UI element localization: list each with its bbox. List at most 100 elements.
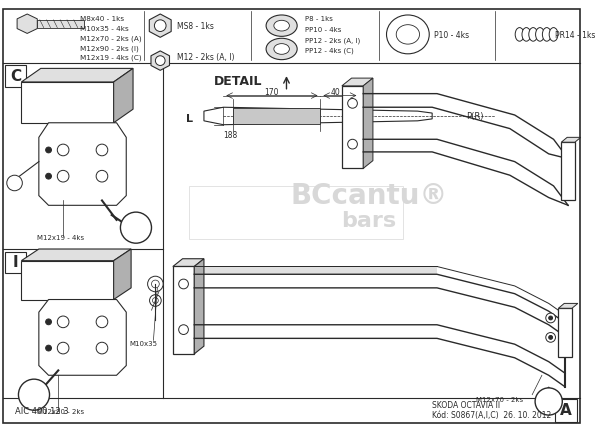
Ellipse shape	[542, 28, 551, 41]
Ellipse shape	[529, 28, 538, 41]
Text: bars: bars	[341, 211, 397, 231]
Circle shape	[546, 313, 556, 323]
Circle shape	[46, 147, 52, 153]
Bar	[173, 267, 194, 354]
Circle shape	[96, 342, 108, 354]
Bar	[342, 86, 363, 168]
Text: 40: 40	[330, 88, 340, 97]
Polygon shape	[22, 68, 133, 82]
Text: P10 - 4ks: P10 - 4ks	[434, 31, 469, 39]
Text: PP10 - 4ks: PP10 - 4ks	[305, 27, 341, 33]
Polygon shape	[22, 249, 131, 260]
Ellipse shape	[536, 28, 544, 41]
Circle shape	[46, 319, 52, 325]
Circle shape	[96, 316, 108, 328]
Text: DETAIL: DETAIL	[214, 75, 262, 88]
Text: BCcantu®: BCcantu®	[290, 181, 448, 210]
Circle shape	[151, 280, 159, 288]
Polygon shape	[39, 299, 126, 375]
Text: PP12 - 4ks (C): PP12 - 4ks (C)	[305, 48, 353, 54]
Bar	[556, 399, 577, 422]
Ellipse shape	[266, 15, 297, 36]
Text: M8x40 - 1ks: M8x40 - 1ks	[80, 16, 124, 22]
Circle shape	[154, 20, 166, 32]
Ellipse shape	[515, 28, 524, 41]
Circle shape	[179, 279, 188, 289]
Circle shape	[46, 173, 52, 179]
Polygon shape	[149, 14, 171, 37]
Text: M10x35 - 4ks: M10x35 - 4ks	[80, 25, 128, 32]
Ellipse shape	[396, 25, 419, 44]
Ellipse shape	[549, 28, 558, 41]
Text: PP12 - 2ks (A, I): PP12 - 2ks (A, I)	[305, 37, 360, 44]
Circle shape	[548, 336, 553, 339]
Text: C: C	[10, 69, 21, 84]
Text: 170: 170	[264, 88, 278, 97]
Bar	[5, 252, 26, 273]
Bar	[190, 186, 403, 239]
Polygon shape	[113, 68, 133, 123]
Text: PR14 - 1ks: PR14 - 1ks	[556, 31, 596, 39]
Circle shape	[57, 342, 69, 354]
Circle shape	[535, 388, 562, 415]
Text: M10x35: M10x35	[130, 341, 158, 347]
Circle shape	[149, 295, 161, 306]
Text: M12x90 - 2ks: M12x90 - 2ks	[37, 409, 84, 415]
Text: A: A	[560, 403, 572, 418]
Bar	[559, 308, 572, 357]
Circle shape	[152, 298, 158, 303]
Bar	[22, 82, 113, 123]
Circle shape	[548, 316, 553, 320]
Circle shape	[96, 144, 108, 156]
Text: Kód: S0867(A,I,C)  26. 10. 2012: Kód: S0867(A,I,C) 26. 10. 2012	[432, 410, 551, 419]
Bar	[233, 108, 320, 124]
Text: M12x19 - 4ks: M12x19 - 4ks	[37, 235, 84, 241]
Ellipse shape	[274, 20, 289, 31]
Circle shape	[347, 98, 358, 108]
Circle shape	[96, 170, 108, 182]
Polygon shape	[342, 78, 373, 86]
Circle shape	[347, 139, 358, 149]
Text: AIC 400 12 3: AIC 400 12 3	[14, 407, 68, 416]
Circle shape	[57, 170, 69, 182]
Text: 188: 188	[223, 130, 238, 140]
Polygon shape	[39, 123, 126, 205]
Circle shape	[546, 333, 556, 342]
Polygon shape	[363, 78, 373, 168]
Polygon shape	[562, 137, 581, 142]
Ellipse shape	[266, 38, 297, 60]
Ellipse shape	[386, 15, 429, 54]
Text: SKODA OCTAVIA II: SKODA OCTAVIA II	[432, 401, 500, 410]
Text: M12x70 - 2ks (A): M12x70 - 2ks (A)	[80, 35, 141, 42]
Circle shape	[121, 212, 151, 243]
Circle shape	[57, 144, 69, 156]
Text: P(R): P(R)	[466, 112, 484, 121]
Text: M12x70 - 2ks: M12x70 - 2ks	[476, 397, 523, 403]
Circle shape	[19, 379, 50, 410]
Bar	[22, 260, 113, 299]
Text: I: I	[13, 255, 19, 270]
Bar	[562, 142, 575, 200]
Polygon shape	[17, 14, 37, 33]
Ellipse shape	[522, 28, 531, 41]
Circle shape	[179, 325, 188, 334]
Ellipse shape	[274, 44, 289, 54]
Polygon shape	[173, 259, 204, 267]
Polygon shape	[204, 107, 432, 125]
Circle shape	[155, 56, 165, 66]
Circle shape	[148, 276, 163, 292]
Text: L: L	[187, 114, 193, 124]
Circle shape	[57, 316, 69, 328]
Bar	[5, 66, 26, 87]
Polygon shape	[194, 259, 204, 354]
Polygon shape	[151, 51, 169, 70]
Polygon shape	[113, 249, 131, 299]
Text: M12 - 2ks (A, I): M12 - 2ks (A, I)	[177, 53, 234, 62]
Text: MS8 - 1ks: MS8 - 1ks	[177, 22, 214, 31]
Circle shape	[7, 175, 22, 191]
Circle shape	[46, 345, 52, 351]
Text: M12x19 - 4ks (C): M12x19 - 4ks (C)	[80, 55, 141, 61]
Text: M12x90 - 2ks (I): M12x90 - 2ks (I)	[80, 45, 139, 51]
Polygon shape	[559, 303, 578, 308]
Text: P8 - 1ks: P8 - 1ks	[305, 16, 333, 22]
